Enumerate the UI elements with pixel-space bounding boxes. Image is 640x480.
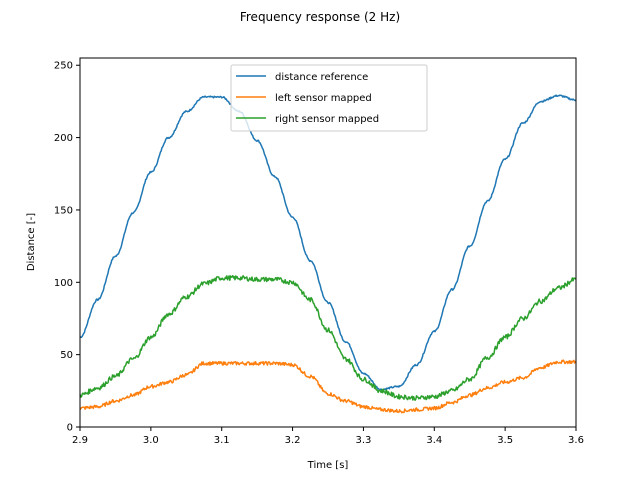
legend-box [230, 64, 428, 132]
legend-label: right sensor mapped [275, 114, 379, 125]
x-axis-label: Time [s] [307, 460, 349, 471]
chart-title: Frequency response (2 Hz) [240, 10, 400, 24]
y-tick-label: 0 [67, 423, 73, 434]
series-line-1 [79, 94, 577, 391]
y-tick-label: 100 [54, 278, 73, 289]
y-tick-label: 150 [54, 205, 73, 216]
y-axis: 0 50 100 150 200 250 [54, 61, 80, 434]
y-tick-label: 250 [54, 61, 73, 72]
series-layer [79, 94, 577, 414]
legend-label: left sensor mapped [275, 93, 372, 104]
legend: distance reference left sensor mapped righ… [230, 64, 428, 132]
x-tick-label: 3.2 [285, 435, 301, 446]
x-tick-label: 3.6 [568, 435, 584, 446]
y-tick-label: 50 [60, 350, 73, 361]
legend-label: distance reference [275, 72, 368, 83]
y-tick-label: 200 [54, 133, 73, 144]
plot-frame [79, 57, 577, 428]
x-tick-label: 3.3 [355, 435, 371, 446]
series-line-2 [79, 359, 577, 414]
y-axis-label: Distance [-] [26, 213, 37, 271]
x-tick-label: 3.0 [143, 435, 159, 446]
x-axis: 2.9 3.0 3.1 3.2 3.3 3.4 3.5 3.6 [72, 427, 584, 446]
series-line-3 [79, 274, 577, 402]
x-tick-label: 3.4 [426, 435, 442, 446]
x-tick-label: 2.9 [72, 435, 88, 446]
x-tick-label: 3.5 [497, 435, 513, 446]
x-tick-label: 3.1 [214, 435, 230, 446]
